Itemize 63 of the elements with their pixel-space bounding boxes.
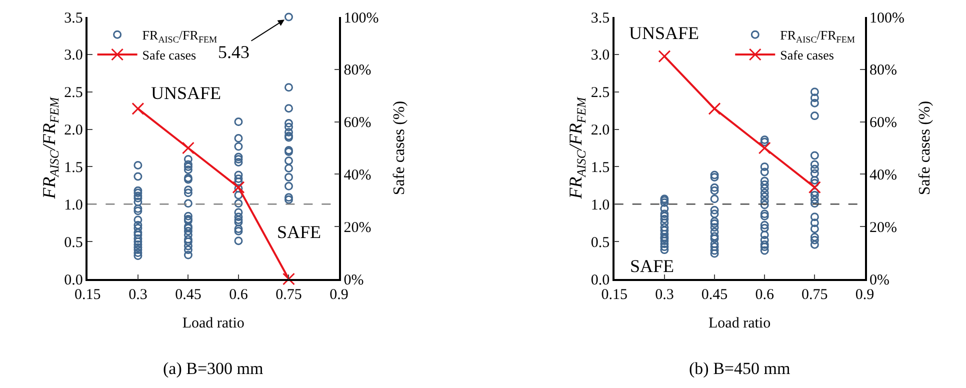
x-tick-label: 0.3 xyxy=(655,286,674,303)
y2-tick-label: 20% xyxy=(344,220,372,236)
legend-label: Safe cases xyxy=(142,48,196,63)
annotation: SAFE xyxy=(277,222,322,242)
y-tick-label: 3.0 xyxy=(590,48,610,64)
y2-tick-label: 40% xyxy=(344,167,372,184)
point xyxy=(808,181,821,194)
text: (b) B=450 mm xyxy=(689,359,790,378)
y2-tick-label: 0% xyxy=(870,272,890,288)
point xyxy=(758,142,771,154)
x-tick-label: 0.75 xyxy=(802,286,828,303)
y2-tick-label: 60% xyxy=(870,115,898,132)
point xyxy=(658,50,671,63)
x-tick-label: 0.45 xyxy=(701,286,728,303)
y-tick-label: 0.0 xyxy=(590,272,610,288)
y2-tick-label: 40% xyxy=(870,167,898,184)
x-tick-label: 0.6 xyxy=(229,286,248,303)
y-tick-label: 2.5 xyxy=(590,85,610,102)
x-tick-label: 0.9 xyxy=(330,286,348,303)
y-tick-label: 2.0 xyxy=(64,122,83,139)
y2-axis-title: Safe cases (%) xyxy=(390,100,408,196)
legend-label: FR$_{AISC}$/FR$_{FEM}$ xyxy=(142,28,218,44)
y-tick-label: 3.0 xyxy=(64,48,83,64)
x-tick-label: 0.75 xyxy=(276,286,302,303)
y2-tick-label: 60% xyxy=(344,115,372,132)
x-tick-label: 0.6 xyxy=(755,286,774,303)
point xyxy=(132,102,144,115)
annotation: 5.43 xyxy=(218,42,250,62)
y2-tick-label: 80% xyxy=(870,62,898,79)
y2-tick-label: 100% xyxy=(870,10,905,26)
y-tick-label: 3.5 xyxy=(590,10,610,26)
x-axis-title: Load ratio xyxy=(708,315,771,332)
y2-tick-label: 80% xyxy=(344,62,372,79)
legend-label: FR$_{AISC}$/FR$_{FEM}$ xyxy=(780,28,855,44)
point xyxy=(282,272,295,286)
y2-tick-label: 0% xyxy=(344,272,364,288)
x-tick-label: 0.3 xyxy=(128,286,148,303)
y-tick-label: 1.5 xyxy=(64,160,83,176)
text: (a) B=300 mm xyxy=(163,359,264,378)
point xyxy=(232,181,245,194)
x-axis-title: Load ratio xyxy=(182,315,244,332)
y-tick-label: 3.5 xyxy=(64,10,83,26)
y2-tick-label: 20% xyxy=(870,220,898,236)
y-tick-label: 2.0 xyxy=(590,122,610,139)
x-tick-label: 0.15 xyxy=(601,286,628,303)
x-tick-label: 0.9 xyxy=(855,286,874,303)
y-tick-label: 2.5 xyxy=(64,85,83,102)
legend-label: Safe cases xyxy=(780,48,834,63)
point xyxy=(708,102,721,115)
y-tick-label: 0.5 xyxy=(590,234,610,251)
y-tick-label: 0.5 xyxy=(64,234,83,251)
annotation: SAFE xyxy=(630,256,674,276)
x-tick-label: 0.45 xyxy=(175,286,202,303)
y2-tick-label: 100% xyxy=(344,10,379,26)
annotation: UNSAFE xyxy=(151,83,222,103)
y-tick-label: 1.0 xyxy=(64,197,83,214)
y-tick-label: 1.0 xyxy=(590,197,610,214)
annotation: UNSAFE xyxy=(629,23,700,43)
x-tick-label: 0.15 xyxy=(74,286,101,303)
y-tick-label: 1.5 xyxy=(590,160,610,176)
y2-axis-title: Safe cases (%) xyxy=(916,100,934,196)
point xyxy=(182,142,194,154)
y-tick-label: 0.0 xyxy=(64,272,83,288)
